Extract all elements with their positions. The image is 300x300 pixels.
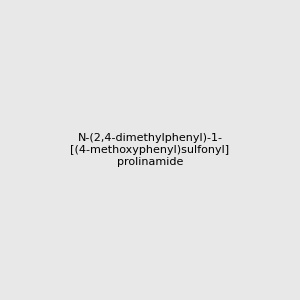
Text: N-(2,4-dimethylphenyl)-1-
[(4-methoxyphenyl)sulfonyl]
prolinamide: N-(2,4-dimethylphenyl)-1- [(4-methoxyphe…	[70, 134, 230, 166]
